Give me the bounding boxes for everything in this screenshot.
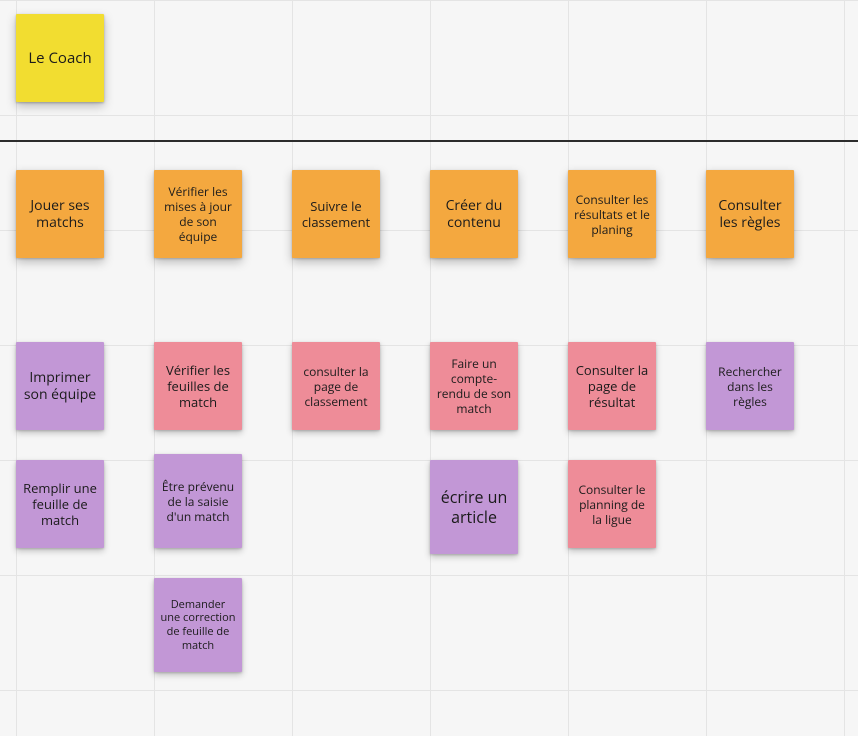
sticky-note-fill-sheet[interactable]: Remplir une feuille de match bbox=[16, 460, 104, 548]
sticky-note-epic-ranking[interactable]: Suivre le classement bbox=[292, 170, 380, 258]
sticky-note-epic-results[interactable]: Consulter les résultats et le planing bbox=[568, 170, 656, 258]
sticky-note-persona[interactable]: Le Coach bbox=[16, 14, 104, 102]
sticky-note-match-alert[interactable]: Être prévenu de la saisie d'un match bbox=[154, 454, 242, 548]
section-divider bbox=[0, 140, 858, 142]
sticky-note-search-rules[interactable]: Rechercher dans les règles bbox=[706, 342, 794, 430]
sticky-note-epic-rules[interactable]: Consulter les règles bbox=[706, 170, 794, 258]
sticky-note-print-team[interactable]: Imprimer son équipe bbox=[16, 342, 104, 430]
sticky-note-epic-content[interactable]: Créer du contenu bbox=[430, 170, 518, 258]
sticky-note-view-ranking[interactable]: consulter la page de classement bbox=[292, 342, 380, 430]
sticky-note-view-schedule[interactable]: Consulter le planning de la ligue bbox=[568, 460, 656, 548]
sticky-note-epic-team-updates[interactable]: Vérifier les mises à jour de son équipe bbox=[154, 170, 242, 258]
sticky-note-epic-matches[interactable]: Jouer ses matchs bbox=[16, 170, 104, 258]
sticky-note-check-sheets[interactable]: Vérifier les feuilles de match bbox=[154, 342, 242, 430]
sticky-note-view-results[interactable]: Consulter la page de résultat bbox=[568, 342, 656, 430]
sticky-note-match-report[interactable]: Faire un compte-rendu de son match bbox=[430, 342, 518, 430]
sticky-note-write-article[interactable]: écrire un article bbox=[430, 460, 518, 554]
sticky-note-request-fix[interactable]: Demander une correction de feuille de ma… bbox=[154, 578, 242, 672]
